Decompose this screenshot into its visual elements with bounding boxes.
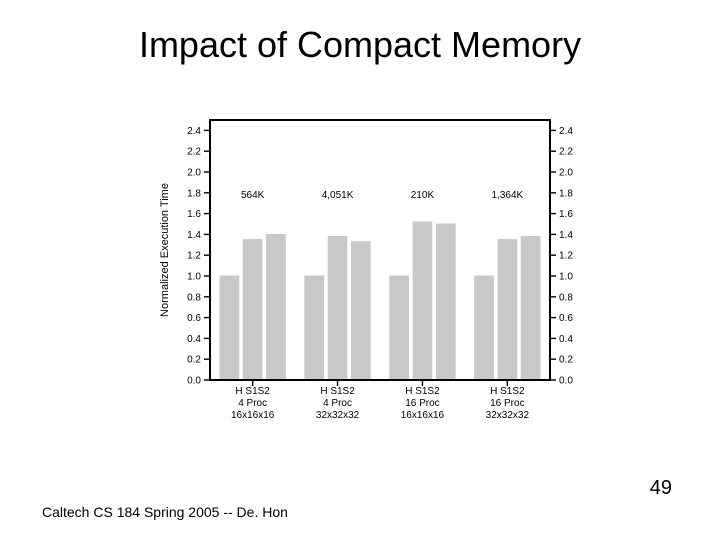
x-group-line3: 32x32x32	[316, 410, 360, 421]
x-group-line1: H S1S2	[235, 386, 270, 397]
y-tick-label-left: 2.4	[187, 126, 201, 137]
y-tick-label-right: 1.0	[559, 272, 573, 283]
y-tick-label-left: 1.2	[187, 251, 201, 262]
y-tick-label-left: 1.0	[187, 272, 201, 283]
y-tick-label-right: 2.4	[559, 126, 573, 137]
y-tick-label-left: 0.6	[187, 313, 201, 324]
y-tick-label-left: 2.0	[187, 168, 201, 179]
bar	[498, 240, 517, 380]
bar	[220, 276, 239, 380]
page-number: 49	[650, 477, 672, 500]
slide-root: Impact of Compact Memory 0.0 0.0 0.2 0.2 0.4…	[0, 0, 720, 540]
x-group-line2: 4 Proc	[323, 398, 352, 409]
bar	[351, 242, 370, 380]
x-group-line3: 16x16x16	[231, 410, 275, 421]
y-tick-label-right: 1.8	[559, 188, 573, 199]
slide-title: Impact of Compact Memory	[0, 24, 720, 66]
x-group-line1: H S1S2	[490, 386, 525, 397]
y-tick-label-left: 0.2	[187, 355, 201, 366]
y-axis-label: Normalized Execution Time	[159, 183, 171, 317]
x-group-line2: 16 Proc	[490, 398, 524, 409]
slide-footer: Caltech CS 184 Spring 2005 -- De. Hon	[42, 504, 288, 520]
x-group-line2: 4 Proc	[238, 398, 267, 409]
x-group-line1: H S1S2	[405, 386, 440, 397]
y-tick-label-left: 0.4	[187, 334, 201, 345]
y-tick-label-left: 2.2	[187, 147, 201, 158]
y-tick-label-right: 0.4	[559, 334, 573, 345]
bar	[521, 236, 540, 380]
y-tick-label-right: 0.0	[559, 376, 573, 387]
y-tick-label-left: 0.0	[187, 376, 201, 387]
bar	[305, 276, 324, 380]
y-tick-label-left: 1.8	[187, 188, 201, 199]
bar	[267, 234, 286, 380]
y-tick-label-left: 0.8	[187, 292, 201, 303]
bar	[243, 240, 262, 380]
group-top-label: 210K	[411, 190, 435, 201]
y-tick-label-right: 0.2	[559, 355, 573, 366]
y-tick-label-right: 1.2	[559, 251, 573, 262]
y-tick-label-right: 0.6	[559, 313, 573, 324]
x-group-line3: 16x16x16	[401, 410, 445, 421]
bar	[413, 222, 432, 380]
y-tick-label-right: 1.6	[559, 209, 573, 220]
group-top-label: 564K	[241, 190, 265, 201]
bar	[436, 224, 455, 380]
bar	[475, 276, 494, 380]
y-tick-label-right: 0.8	[559, 292, 573, 303]
chart-svg: 0.0 0.0 0.2 0.2 0.4 0.4 0.6 0.6 0.8 0.8 1.0 1.0 1.2 1…	[150, 110, 590, 460]
y-tick-label-right: 2.2	[559, 147, 573, 158]
x-group-line3: 32x32x32	[486, 410, 530, 421]
x-group-line1: H S1S2	[320, 386, 355, 397]
y-tick-label-left: 1.4	[187, 230, 201, 241]
y-tick-label-left: 1.6	[187, 209, 201, 220]
chart-container: 0.0 0.0 0.2 0.2 0.4 0.4 0.6 0.6 0.8 0.8 1.0 1.0 1.2 1…	[150, 110, 590, 460]
bar	[328, 236, 347, 380]
group-top-label: 4,051K	[322, 190, 354, 201]
y-tick-label-right: 2.0	[559, 168, 573, 179]
x-group-line2: 16 Proc	[405, 398, 439, 409]
group-top-label: 1,364K	[491, 190, 523, 201]
bar	[390, 276, 409, 380]
y-tick-label-right: 1.4	[559, 230, 573, 241]
